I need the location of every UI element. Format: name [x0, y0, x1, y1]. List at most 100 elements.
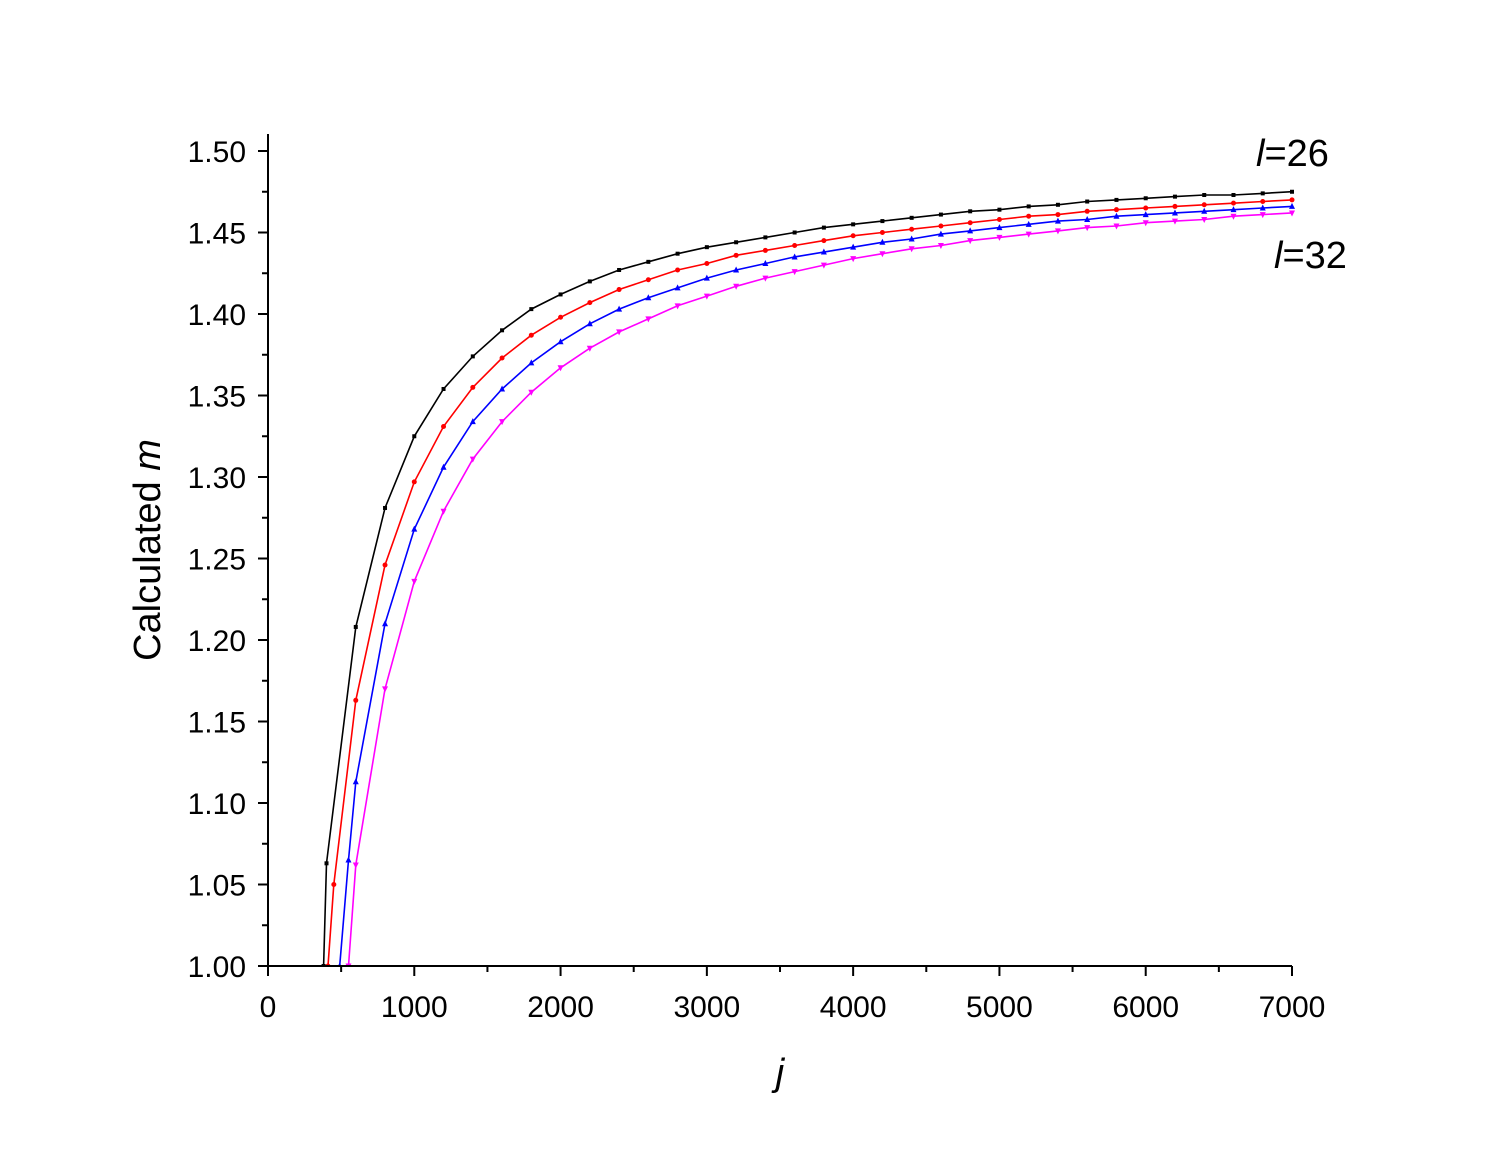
- data-point: [411, 578, 418, 585]
- y-tick-label: 1.20: [188, 625, 246, 658]
- data-point: [616, 287, 622, 293]
- data-point: [762, 275, 769, 282]
- data-point: [1201, 216, 1208, 223]
- data-point: [587, 300, 593, 306]
- data-point: [587, 279, 592, 284]
- data-point: [967, 238, 974, 245]
- data-point: [1290, 189, 1294, 194]
- data-point: [850, 256, 857, 263]
- series-line-4: [347, 212, 1293, 966]
- data-point: [791, 253, 798, 260]
- data-point: [1142, 220, 1149, 227]
- data-point: [1172, 203, 1178, 209]
- data-point: [331, 882, 337, 887]
- data-point: [850, 233, 856, 239]
- data-point: [1201, 202, 1207, 208]
- data-point: [586, 320, 593, 327]
- data-point: [937, 230, 944, 237]
- data-point: [938, 212, 943, 217]
- data-point: [996, 224, 1003, 231]
- data-point: [345, 856, 352, 863]
- y-tick-label: 1.10: [188, 788, 246, 821]
- y-axis-title-variable: m: [127, 439, 169, 471]
- data-point: [938, 223, 944, 229]
- data-point: [733, 283, 740, 290]
- data-point: [792, 230, 797, 235]
- data-point: [1289, 210, 1295, 217]
- data-point: [469, 456, 476, 463]
- data-point: [1084, 225, 1091, 232]
- data-point: [1143, 205, 1149, 211]
- data-point: [851, 222, 856, 227]
- y-tick-label: 1.45: [188, 218, 246, 251]
- annotation-l32-variable: l: [1274, 235, 1284, 277]
- y-tick-label: 1.15: [188, 707, 246, 740]
- data-point: [704, 260, 710, 266]
- data-point: [470, 354, 475, 359]
- data-point: [908, 246, 915, 253]
- data-point: [909, 215, 914, 220]
- data-point: [500, 328, 505, 333]
- data-point: [499, 419, 506, 426]
- data-point: [645, 316, 652, 323]
- data-point: [1171, 218, 1178, 225]
- data-point: [586, 345, 593, 352]
- data-point: [675, 251, 680, 256]
- x-tick-label: 6000: [1112, 991, 1179, 1024]
- data-point: [1025, 220, 1032, 227]
- data-point: [645, 277, 651, 283]
- data-point: [937, 243, 944, 250]
- data-point: [499, 355, 505, 361]
- series-line-2: [327, 199, 1293, 966]
- data-point: [382, 562, 388, 568]
- data-point: [440, 508, 447, 515]
- data-point: [996, 216, 1002, 222]
- data-point: [879, 251, 886, 258]
- data-point: [646, 259, 651, 264]
- annotation-l26: l=26: [1256, 133, 1329, 175]
- data-point: [820, 248, 827, 255]
- data-point: [499, 385, 506, 392]
- data-point: [558, 292, 563, 297]
- data-point: [440, 463, 447, 470]
- data-point: [791, 269, 798, 276]
- y-axis-title: Calculated m: [127, 439, 169, 661]
- data-point: [528, 389, 535, 396]
- data-point: [879, 238, 886, 245]
- data-point: [703, 293, 710, 300]
- data-point: [1259, 212, 1266, 219]
- data-point: [909, 226, 915, 232]
- data-point: [1055, 202, 1060, 207]
- data-point: [1054, 217, 1061, 224]
- x-axis-title: j: [771, 1052, 786, 1094]
- data-point: [1230, 200, 1236, 206]
- data-point: [1026, 204, 1031, 209]
- data-point: [1084, 215, 1091, 222]
- x-tick-label: 5000: [966, 991, 1033, 1024]
- y-tick-label: 1.00: [188, 951, 246, 984]
- data-point: [908, 235, 915, 242]
- data-point: [470, 384, 476, 390]
- data-point: [1260, 199, 1266, 205]
- data-point: [674, 303, 681, 310]
- data-point: [1230, 206, 1237, 213]
- data-point: [733, 252, 739, 258]
- annotation-l32-value: =32: [1282, 235, 1346, 277]
- data-point: [880, 219, 885, 224]
- data-point: [1230, 213, 1237, 220]
- data-point: [616, 305, 623, 312]
- series-layer: [321, 189, 1295, 966]
- data-point: [352, 778, 359, 785]
- data-point: [704, 245, 709, 250]
- data-point: [1289, 197, 1295, 203]
- data-point: [703, 274, 710, 281]
- x-tick-label: 7000: [1259, 991, 1326, 1024]
- data-point: [1142, 211, 1149, 218]
- data-point: [616, 329, 623, 336]
- series-line-3: [338, 205, 1293, 966]
- data-point: [1084, 208, 1090, 214]
- data-point: [324, 861, 329, 866]
- data-point: [1114, 197, 1119, 202]
- annotation-l32: l=32: [1274, 235, 1347, 277]
